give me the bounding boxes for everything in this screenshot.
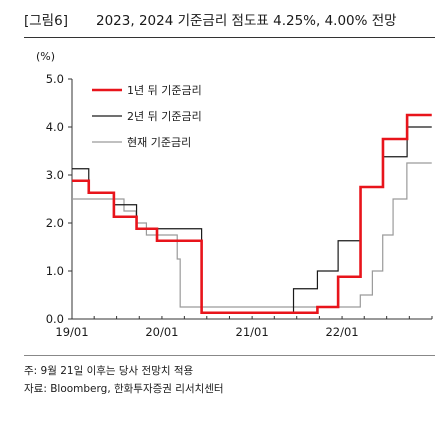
y-tick-label: 3.0 (46, 168, 64, 182)
y-tick-label: 5.0 (46, 72, 64, 86)
series-line-2 (72, 126, 432, 314)
y-tick-label: 0.0 (46, 312, 64, 326)
x-tick-label: 22/01 (325, 325, 358, 339)
legend-label: 현재 기준금리 (127, 136, 191, 149)
footnote-source: 자료: Bloomberg, 한화투자증권 리서치센터 (24, 383, 224, 395)
figure-tag: [그림6] (24, 13, 68, 29)
series-line-3 (72, 162, 432, 308)
figure-header: [그림6] 2023, 2024 기준금리 점도표 4.25%, 4.00% 전… (24, 7, 436, 31)
x-tick-label: 19/01 (55, 325, 88, 339)
y-tick-label: 1.0 (46, 264, 64, 278)
y-tick-label: 2.0 (46, 216, 64, 230)
legend-label: 2년 뒤 기준금리 (127, 110, 202, 123)
legend-label: 1년 뒤 기준금리 (127, 84, 202, 97)
footnote-divider (24, 355, 435, 356)
x-tick-label: 21/01 (236, 325, 269, 339)
y-unit-label: (%) (36, 50, 56, 63)
series-line-1 (72, 113, 432, 315)
footnote-note: 주: 9월 21일 이후는 당사 전망치 적용 (24, 365, 194, 377)
title-divider (24, 37, 435, 38)
y-tick-label: 4.0 (46, 120, 64, 134)
x-tick-label: 20/01 (145, 325, 178, 339)
figure-title: 2023, 2024 기준금리 점도표 4.25%, 4.00% 전망 (96, 13, 397, 29)
